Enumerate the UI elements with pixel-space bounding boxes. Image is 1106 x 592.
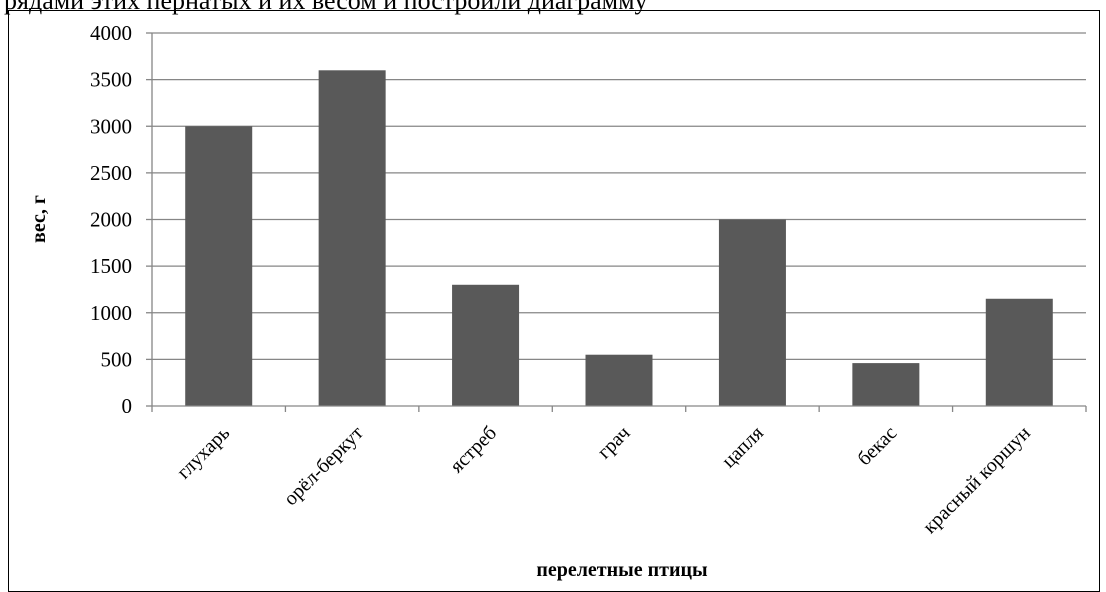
y-tick-label: 4000: [90, 21, 132, 45]
y-tick-label: 3000: [90, 114, 132, 138]
bar: [452, 284, 520, 406]
x-category-label: грач: [593, 422, 634, 463]
y-tick-labels: 0 500 1000 1500 2000 2500 3000 3500 4000: [90, 21, 132, 418]
x-category-label: орёл-беркут: [280, 422, 368, 510]
bar: [852, 363, 920, 406]
axes: [146, 32, 1087, 412]
bar: [985, 298, 1053, 406]
x-category-label: бекас: [853, 422, 901, 470]
x-category-label: глухарь: [173, 422, 234, 483]
bar: [185, 126, 253, 406]
y-tick-label: 3500: [90, 68, 132, 92]
x-category-labels: глухарь орёл-беркут ястреб грач цапля бекас кр…: [173, 422, 1035, 538]
y-tick-label: 2000: [90, 208, 132, 232]
bar: [718, 219, 786, 406]
y-tick-label: 2500: [90, 161, 132, 185]
y-tick-label: 0: [122, 394, 133, 418]
x-category-label: ястреб: [446, 422, 501, 477]
gridlines: [152, 32, 1086, 361]
x-category-label: красный коршун: [919, 422, 1035, 538]
y-tick-label: 1500: [90, 254, 132, 278]
page-top-text: рядами этих пернатых и их весом и постро…: [4, 0, 648, 15]
x-category-label: цапля: [718, 422, 768, 472]
bar: [318, 70, 386, 407]
bar: [585, 354, 653, 406]
y-tick-label: 500: [101, 347, 133, 371]
y-axis-title: вес, г: [28, 195, 50, 243]
y-tick-label: 1000: [90, 301, 132, 325]
x-axis-title: перелетные птицы: [536, 559, 708, 581]
bars: [185, 70, 1053, 407]
